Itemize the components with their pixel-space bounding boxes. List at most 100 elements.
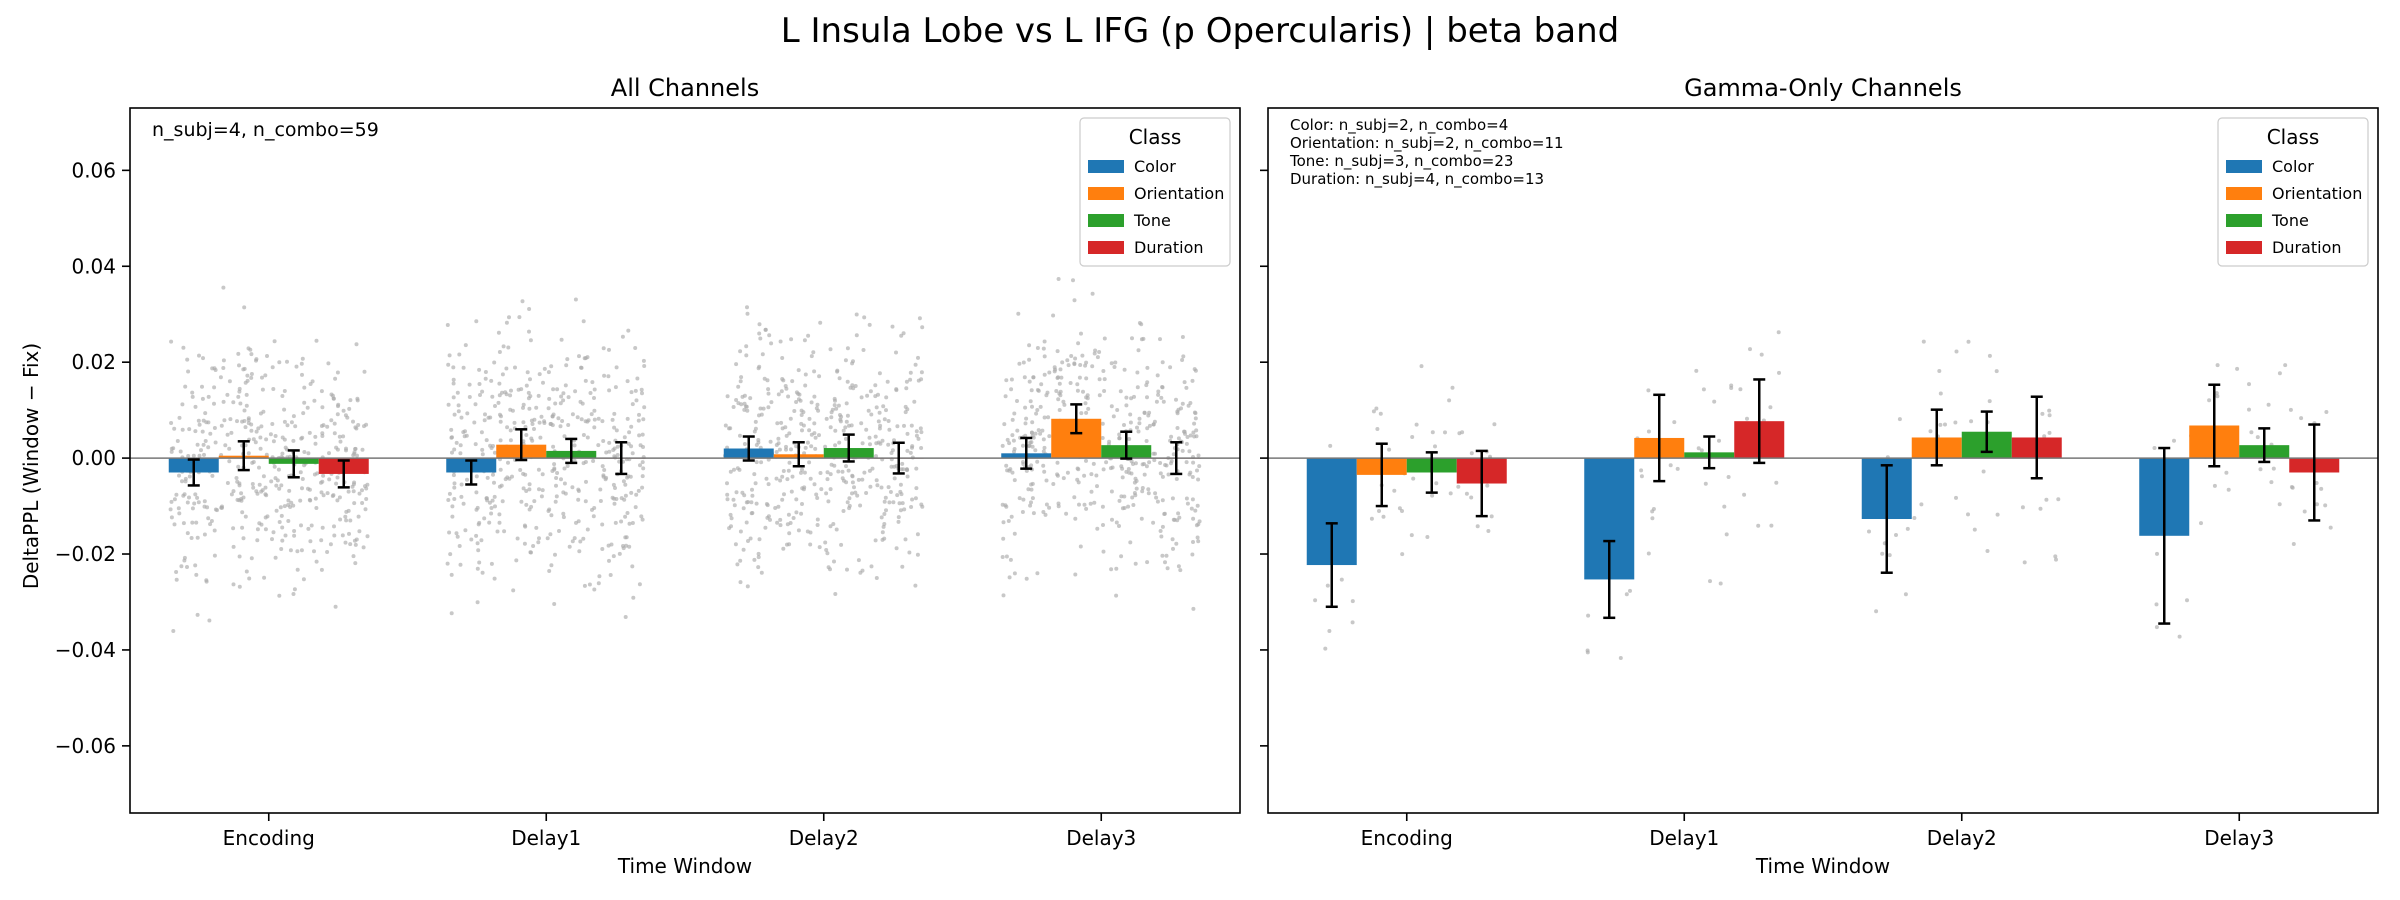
scatter-point (874, 454, 878, 459)
scatter-point (274, 508, 279, 513)
scatter-point (802, 338, 807, 343)
scatter-point (2042, 434, 2047, 439)
scatter-point (1141, 336, 1146, 341)
scatter-point (859, 421, 864, 426)
scatter-point (1126, 504, 1131, 509)
scatter-point (1079, 331, 1083, 336)
x-tick-label: Delay1 (1649, 826, 1719, 850)
scatter-point (1023, 405, 1028, 410)
scatter-point (757, 537, 762, 542)
scatter-point (1144, 383, 1149, 388)
scatter-point (1024, 576, 1029, 581)
scatter-point (263, 492, 268, 497)
scatter-point (1414, 422, 1419, 427)
scatter-point (1193, 508, 1198, 513)
scatter-point (1065, 358, 1070, 363)
scatter-point (868, 389, 873, 394)
scatter-point (1170, 537, 1175, 542)
scatter-point (1190, 475, 1195, 479)
scatter-point (818, 471, 823, 475)
scatter-point (1328, 443, 1333, 448)
scatter-point (788, 521, 793, 525)
scatter-point (1082, 502, 1087, 507)
scatter-point (168, 507, 173, 512)
scatter-point (240, 525, 245, 530)
scatter-point (736, 384, 741, 389)
scatter-point (903, 537, 908, 542)
scatter-point (206, 394, 211, 399)
scatter-point (864, 427, 869, 432)
scatter-point (320, 434, 325, 438)
scatter-point (1140, 486, 1145, 490)
scatter-point (549, 563, 554, 568)
scatter-point (849, 423, 854, 428)
scatter-point (825, 470, 830, 475)
scatter-point (344, 518, 349, 523)
scatter-point (187, 474, 192, 479)
scatter-point (175, 439, 180, 443)
scatter-point (269, 479, 274, 484)
scatter-point (1160, 385, 1165, 390)
scatter-point (534, 405, 539, 410)
scatter-point (528, 550, 533, 555)
scatter-point (779, 389, 784, 394)
scatter-point (633, 505, 638, 510)
error-bar (1653, 393, 1666, 483)
scatter-point (1010, 470, 1015, 475)
scatter-point (530, 422, 535, 426)
scatter-point (1092, 500, 1097, 505)
scatter-point (298, 498, 303, 503)
scatter-point (542, 419, 547, 424)
scatter-point (1154, 495, 1159, 500)
scatter-point (306, 526, 311, 531)
scatter-point (1954, 349, 1959, 354)
scatter-point (629, 424, 634, 429)
scatter-point (1618, 656, 1623, 660)
scatter-point (759, 570, 764, 575)
scatter-point (824, 416, 829, 421)
scatter-point (446, 402, 451, 407)
scatter-point (725, 492, 730, 497)
scatter-point (1745, 416, 1749, 421)
scatter-point (1672, 420, 1677, 425)
scatter-point (636, 488, 641, 493)
scatter-point (794, 497, 799, 502)
scatter-point (1028, 503, 1033, 508)
scatter-point (1158, 529, 1163, 533)
scatter-point (186, 454, 191, 458)
scatter-point (1179, 406, 1183, 411)
scatter-point (1155, 499, 1160, 504)
scatter-point (766, 391, 771, 396)
scatter-point (800, 486, 805, 491)
scatter-point (905, 431, 910, 436)
scatter-point (445, 561, 450, 566)
scatter-point (867, 468, 872, 473)
scatter-point (1031, 511, 1036, 516)
scatter-point (449, 427, 454, 432)
scatter-point (452, 481, 457, 486)
scatter-point (914, 466, 919, 471)
scatter-point (738, 349, 743, 354)
scatter-point (351, 482, 356, 487)
scatter-point (1109, 404, 1114, 409)
scatter-point (249, 556, 254, 561)
legend-swatch-tone (1088, 214, 1124, 227)
scatter-point (288, 505, 293, 509)
scatter-point (554, 494, 559, 499)
scatter-point (915, 552, 920, 557)
scatter-point (504, 366, 509, 371)
scatter-point (1017, 496, 1022, 501)
scatter-point (452, 485, 457, 490)
scatter-point (1195, 503, 1200, 508)
scatter-point (868, 442, 872, 447)
scatter-point (1158, 471, 1163, 476)
scatter-point (2152, 446, 2157, 450)
scatter-point (812, 482, 817, 487)
scatter-point (273, 476, 278, 481)
legend-box (2217, 117, 2369, 267)
scatter-point (183, 476, 188, 481)
scatter-point (1159, 395, 1164, 400)
scatter-point (314, 338, 319, 343)
error-bar (1980, 410, 1993, 454)
scatter-point (805, 440, 810, 445)
